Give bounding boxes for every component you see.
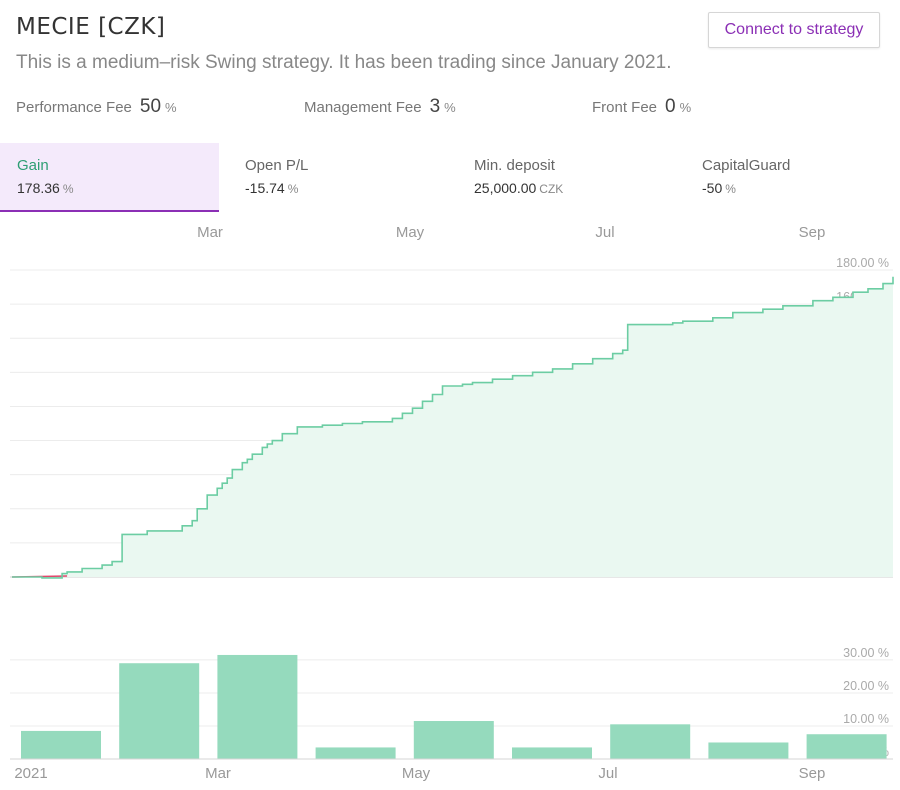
monthly-bar: [315, 747, 396, 759]
fee-unit: %: [679, 100, 692, 115]
tab-open-pl[interactable]: Open P/L -15.74%: [228, 143, 447, 212]
y-tick-label: 10.00 %: [843, 712, 889, 726]
top-axis-label: Sep: [799, 224, 826, 241]
top-axis-label: Mar: [197, 224, 223, 241]
monthly-bar: [217, 654, 298, 759]
tab-capitalguard[interactable]: CapitalGuard -50%: [685, 143, 900, 212]
stat-label: Open P/L: [245, 157, 309, 174]
fee-value: 50: [139, 96, 162, 117]
gain-area-fill: [12, 276, 893, 578]
stat-label: CapitalGuard: [702, 157, 791, 174]
monthly-bar: [512, 747, 592, 759]
performance-fee: Performance Fee 50%: [16, 96, 177, 118]
y-tick-label: 30.00 %: [843, 646, 889, 660]
fee-label: Performance Fee: [16, 99, 132, 116]
stat-unit: %: [725, 182, 736, 196]
stat-value: 178.36%: [17, 180, 219, 196]
monthly-bar: [610, 724, 691, 759]
y-tick-label: 180.00 %: [836, 256, 889, 270]
fee-label: Management Fee: [304, 99, 422, 116]
monthly-bar: [413, 721, 494, 759]
stat-label: Min. deposit: [474, 157, 555, 174]
stats-tabs: Gain 178.36% Open P/L -15.74% Min. depos…: [0, 143, 900, 212]
bottom-axis-label: Mar: [205, 765, 231, 782]
stat-label: Gain: [17, 157, 49, 174]
bottom-axis-label: May: [402, 765, 431, 782]
top-axis-label: May: [396, 224, 425, 241]
stat-number: 178.36: [17, 180, 60, 196]
tab-min-deposit[interactable]: Min. deposit 25,000.00 CZK: [457, 143, 676, 212]
monthly-bar: [708, 742, 789, 759]
management-fee: Management Fee 3%: [304, 96, 456, 118]
fee-label: Front Fee: [592, 99, 658, 116]
bottom-axis-label: Jul: [598, 765, 617, 782]
y-tick-label: 20.00 %: [843, 679, 889, 693]
monthly-bar: [806, 734, 887, 759]
fee-value: 3: [429, 96, 441, 117]
stat-unit: CZK: [539, 182, 564, 196]
bottom-axis-label: Sep: [799, 765, 826, 782]
strategy-description: This is a medium–risk Swing strategy. It…: [16, 52, 672, 73]
monthly-bar-chart[interactable]: 0.00 %10.00 %20.00 %30.00 %2021MarMayJul…: [0, 635, 900, 790]
strategy-title: MECIE [CZK]: [16, 14, 166, 40]
fee-value: 0: [665, 96, 676, 117]
top-axis-label: Jul: [595, 224, 614, 241]
stat-number: -50: [702, 180, 723, 196]
stat-unit: %: [62, 182, 74, 196]
stat-number: 25,000.00: [474, 180, 537, 196]
front-fee: Front Fee 0%: [592, 96, 691, 118]
fee-unit: %: [165, 100, 177, 115]
stat-number: -15.74: [245, 180, 285, 196]
stat-value: -50%: [702, 180, 900, 196]
fee-unit: %: [444, 100, 456, 115]
stat-unit: %: [287, 182, 299, 196]
connect-to-strategy-button[interactable]: Connect to strategy: [708, 12, 880, 48]
monthly-bar: [21, 730, 101, 759]
monthly-bar: [119, 663, 200, 759]
fees-row: Performance Fee 50% Management Fee 3% Fron…: [0, 96, 900, 124]
gain-line-chart[interactable]: MarMayJulSep0.00 %20.00 %40.00 %60.00 %8…: [0, 215, 900, 587]
bottom-axis-label: 2021: [14, 765, 47, 782]
gain-series-line: [12, 276, 894, 579]
stat-value: -15.74%: [245, 180, 447, 196]
stat-value: 25,000.00 CZK: [474, 180, 676, 196]
tab-gain[interactable]: Gain 178.36%: [0, 143, 219, 212]
